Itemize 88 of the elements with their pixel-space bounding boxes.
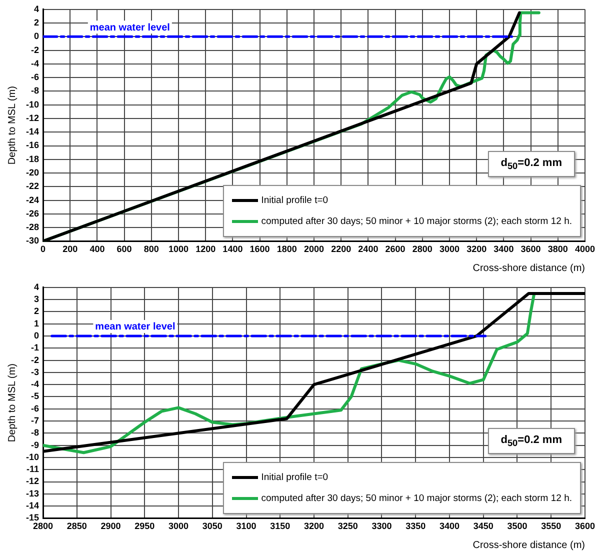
x-tick-label: 1000	[168, 244, 189, 254]
x-tick-label: 1400	[222, 244, 243, 254]
x-tick-label: 3450	[473, 521, 494, 532]
y-tick-label: -6	[30, 403, 40, 414]
y-axis-title: Depth to MSL (m)	[6, 86, 18, 165]
y-tick-label: -10	[26, 452, 40, 462]
y-tick-label: -16	[26, 140, 40, 150]
x-tick-label: 3500	[507, 521, 528, 532]
x-axis-title: Cross-shore distance (m)	[472, 540, 585, 551]
x-tick-label: 3400	[439, 521, 460, 532]
y-tick-label: 3	[34, 294, 40, 304]
y-tick-label: -10	[26, 99, 40, 110]
x-tick-label: 1800	[276, 244, 297, 254]
x-tick-label: 2900	[100, 521, 121, 532]
y-tick-label: 2	[34, 18, 40, 28]
x-tick-label: 3400	[494, 244, 514, 254]
y-tick-label: -2	[30, 354, 40, 365]
y-tick-label: 4	[34, 282, 40, 292]
y-tick-label: -13	[26, 488, 40, 498]
x-tick-label: 3200	[304, 521, 324, 532]
y-tick-label: 0	[34, 330, 40, 340]
y-tick-label: -26	[26, 208, 40, 218]
y-tick-label: -12	[26, 112, 40, 123]
x-tick-label: 200	[62, 244, 78, 254]
x-tick-label: 2200	[331, 244, 352, 254]
y-tick-label: -8	[30, 86, 40, 96]
y-tick-label: 1	[34, 318, 40, 328]
x-tick-label: 4000	[574, 244, 596, 254]
x-tick-label: 3150	[270, 521, 290, 532]
y-tick-label: -30	[26, 236, 40, 246]
y-tick-label: -9	[30, 440, 40, 450]
annotation: d$_{50}$=0.2 mm	[488, 428, 575, 454]
x-tick-label: 3600	[574, 521, 596, 532]
x-tick-label: 1200	[196, 244, 216, 254]
x-tick-label: 2850	[66, 521, 87, 532]
x-tick-label: 3000	[168, 521, 189, 532]
x-tick-label: 2600	[385, 244, 406, 254]
legend-label: Initial profile t=0	[261, 472, 328, 484]
x-tick-label: 3100	[236, 521, 256, 532]
y-tick-label: -4	[30, 58, 40, 68]
y-tick-label: -8	[30, 428, 40, 438]
x-tick-label: 3350	[406, 521, 426, 532]
series-label: mean water level	[90, 22, 170, 34]
x-tick-label: 1600	[250, 244, 270, 254]
x-axis-title: Cross-shore distance (m)	[472, 262, 585, 274]
y-tick-label: 2	[34, 306, 40, 316]
y-tick-label: -5	[30, 391, 40, 402]
y-axis-title: Depth to MSL (m)	[6, 364, 18, 442]
x-tick-label: 2950	[134, 521, 155, 532]
y-tick-label: -14	[26, 500, 40, 511]
x-tick-label: 3300	[372, 521, 392, 532]
y-tick-label: -12	[26, 476, 40, 486]
x-tick-label: 600	[116, 244, 132, 254]
y-tick-label: 4	[34, 4, 40, 14]
y-tick-label: -3	[30, 366, 40, 377]
x-tick-label: 2800	[32, 521, 54, 532]
y-tick-label: -22	[26, 181, 40, 192]
y-tick-label: -20	[26, 168, 40, 178]
y-tick-label: -18	[26, 154, 40, 164]
legend-label: computed after 30 days; 50 minor + 10 major storms (2); each storm 12 h.	[261, 493, 572, 504]
x-tick-label: 3250	[338, 521, 358, 532]
x-tick-label: 2800	[412, 244, 432, 254]
y-tick-label: -6	[30, 72, 40, 82]
y-tick-label: -15	[26, 512, 40, 523]
legend-label: Initial profile t=0	[261, 195, 328, 206]
y-tick-label: -28	[26, 222, 40, 232]
x-tick-label: 3600	[520, 244, 541, 254]
x-tick-label: 3550	[541, 521, 562, 532]
x-tick-label: 2000	[304, 244, 324, 254]
y-tick-label: -2	[30, 44, 40, 55]
x-tick-label: 3200	[466, 244, 487, 254]
x-tick-label: 3050	[202, 521, 222, 532]
y-tick-label: -14	[26, 126, 40, 137]
y-tick-label: -11	[26, 464, 40, 474]
series-label: mean water level	[95, 322, 176, 333]
y-tick-label: -7	[30, 416, 40, 426]
y-tick-label: 0	[34, 31, 40, 42]
y-tick-label: -4	[30, 379, 40, 390]
x-tick-label: 3800	[548, 244, 568, 254]
x-tick-label: 0	[40, 244, 46, 254]
x-tick-label: 3000	[439, 244, 460, 254]
y-tick-label: -1	[30, 342, 40, 353]
x-tick-label: 400	[90, 244, 105, 254]
x-tick-label: 800	[144, 244, 159, 254]
x-tick-label: 2400	[358, 244, 378, 254]
annotation: d$_{50}$=0.2 mm	[488, 151, 575, 178]
y-tick-label: -24	[26, 194, 40, 205]
legend-label: computed after 30 days; 50 minor + 10 major storms (2); each storm 12 h.	[261, 216, 572, 228]
